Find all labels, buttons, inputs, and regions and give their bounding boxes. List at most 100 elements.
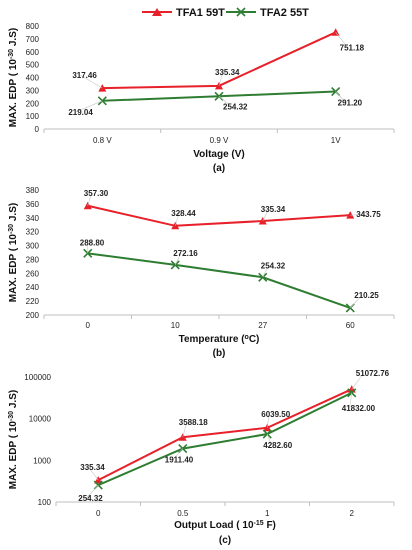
data-label: 51072.76 — [356, 369, 390, 378]
data-label-leader — [349, 392, 353, 408]
data-label: 288.80 — [80, 238, 105, 247]
x-tick-label: 10 — [171, 321, 180, 330]
data-label-leader — [350, 213, 365, 216]
y-tick-label: 100 — [26, 112, 40, 121]
x-tick-label: 0 — [96, 509, 101, 518]
y-tick-label: 0 — [35, 125, 40, 134]
y-tick-label: 500 — [26, 61, 40, 70]
legend-triangle-marker — [152, 8, 162, 16]
data-label-leader — [76, 100, 103, 113]
data-label-leader — [335, 32, 348, 48]
legend-x-marker — [236, 7, 246, 17]
data-label-leader — [87, 192, 93, 206]
x-tick-label: 60 — [346, 321, 355, 330]
data-point-tfa1 — [331, 28, 340, 36]
chart-panel-a: 0 100 200 300 400 500 600 700 800 0.8 V 0.9 V 1V 317… — [8, 22, 395, 174]
x-tick-label: 0.8 V — [93, 136, 112, 145]
x-tick-label: 1V — [331, 136, 341, 145]
legend: TFA1 59T TFA2 55T — [142, 7, 309, 19]
x-tick-label: 2 — [350, 509, 355, 518]
x-axis-title: Voltage (V) — [193, 149, 244, 160]
data-label: 335.34 — [215, 68, 240, 77]
y-tick-label: 340 — [26, 214, 40, 223]
y-tick-label: 240 — [26, 283, 40, 292]
x-tick-label: 0.5 — [177, 509, 189, 518]
data-label-leader — [174, 212, 180, 226]
data-label: 343.75 — [356, 210, 381, 219]
data-label: 335.34 — [261, 205, 286, 214]
data-label: 254.32 — [78, 494, 103, 503]
legend-label-tfa1: TFA1 59T — [176, 7, 225, 19]
data-label-leader — [174, 252, 182, 266]
data-label-leader — [172, 448, 183, 460]
x-tick-label: 1 — [265, 509, 270, 518]
y-tick-label: 700 — [26, 35, 40, 44]
data-label: 41832.00 — [342, 404, 376, 413]
x-tick-label: 0 — [86, 321, 91, 330]
data-label-leader — [262, 265, 270, 278]
data-label: 335.34 — [80, 463, 105, 472]
data-label-leader — [218, 96, 232, 107]
y-tick-label: 200 — [26, 311, 40, 320]
y-tick-label: 260 — [26, 269, 40, 278]
data-label: 254.32 — [261, 261, 286, 270]
data-label-leader — [80, 74, 103, 89]
data-label-leader — [262, 208, 270, 222]
data-label-leader — [350, 294, 363, 309]
y-tick-label: 800 — [26, 22, 40, 31]
data-label-leader — [88, 466, 99, 481]
data-label: 328.44 — [171, 209, 196, 218]
data-label-leader — [266, 433, 272, 446]
y-tick-label: 220 — [26, 297, 40, 306]
data-label: 3588.18 — [179, 418, 208, 427]
y-tick-label: 100000 — [24, 373, 51, 382]
legend-label-tfa2: TFA2 55T — [260, 7, 309, 19]
legend-item-tfa2: TFA2 55T — [226, 7, 309, 19]
series-line-tfa1 — [87, 204, 351, 227]
series-line-tfa2 — [97, 391, 353, 487]
y-tick-label: 300 — [26, 86, 40, 95]
y-tick-label: 300 — [26, 242, 40, 251]
y-tick-label: 10000 — [29, 415, 52, 424]
y-tick-label: 100 — [38, 498, 52, 507]
x-tick-label: 27 — [258, 321, 267, 330]
y-tick-label: 380 — [26, 186, 40, 195]
data-label: 4282.60 — [263, 441, 292, 450]
data-label: 291.20 — [338, 99, 363, 108]
data-point-tfa2 — [83, 248, 93, 258]
x-tick-label: 0.9 V — [210, 136, 229, 145]
y-tick-label: 360 — [26, 200, 40, 209]
series-line-tfa1 — [102, 31, 337, 90]
data-label: 6039.50 — [261, 410, 290, 419]
y-tick-label: 1000 — [33, 456, 51, 465]
y-axis-title: MAX. EDP ( 10-30 J.S) — [8, 203, 20, 302]
data-label-leader — [351, 372, 364, 390]
x-axis-title: Output Load ( 10-15 F) — [174, 520, 276, 532]
data-label-leader — [218, 71, 224, 86]
data-label-leader — [182, 422, 188, 438]
panel-label: (c) — [219, 535, 231, 546]
y-tick-label: 400 — [26, 74, 40, 83]
data-label: 1911.40 — [165, 456, 194, 465]
legend-item-tfa1: TFA1 59T — [142, 7, 225, 19]
data-label: 219.04 — [68, 108, 93, 117]
chart-panel-b: 200 220 240 260 280 300 320 340 360 380 0 10 27 60 357… — [8, 186, 395, 359]
data-label: 254.32 — [223, 102, 248, 111]
series-line-tfa1 — [97, 388, 353, 481]
y-axis-title: MAX. EDP ( 10-30 J.S) — [8, 390, 20, 489]
data-label-leader — [86, 484, 99, 499]
data-label-leader — [266, 413, 270, 428]
y-tick-label: 200 — [26, 99, 40, 108]
chart-panel-c: 100 1000 10000 100000 0 0.5 1 2 335.34 3588.18 603… — [8, 369, 395, 546]
panel-label: (b) — [213, 348, 226, 359]
y-tick-label: 280 — [26, 255, 40, 264]
data-label: 317.46 — [72, 71, 97, 80]
data-label-leader — [335, 91, 346, 103]
y-tick-label: 320 — [26, 228, 40, 237]
series-line-tfa2 — [87, 252, 351, 309]
panel-label: (a) — [213, 163, 225, 174]
y-axis-title: MAX. EDP ( 10-30 J.S) — [8, 28, 20, 127]
data-label: 210.25 — [354, 291, 379, 300]
data-label: 751.18 — [340, 43, 365, 52]
